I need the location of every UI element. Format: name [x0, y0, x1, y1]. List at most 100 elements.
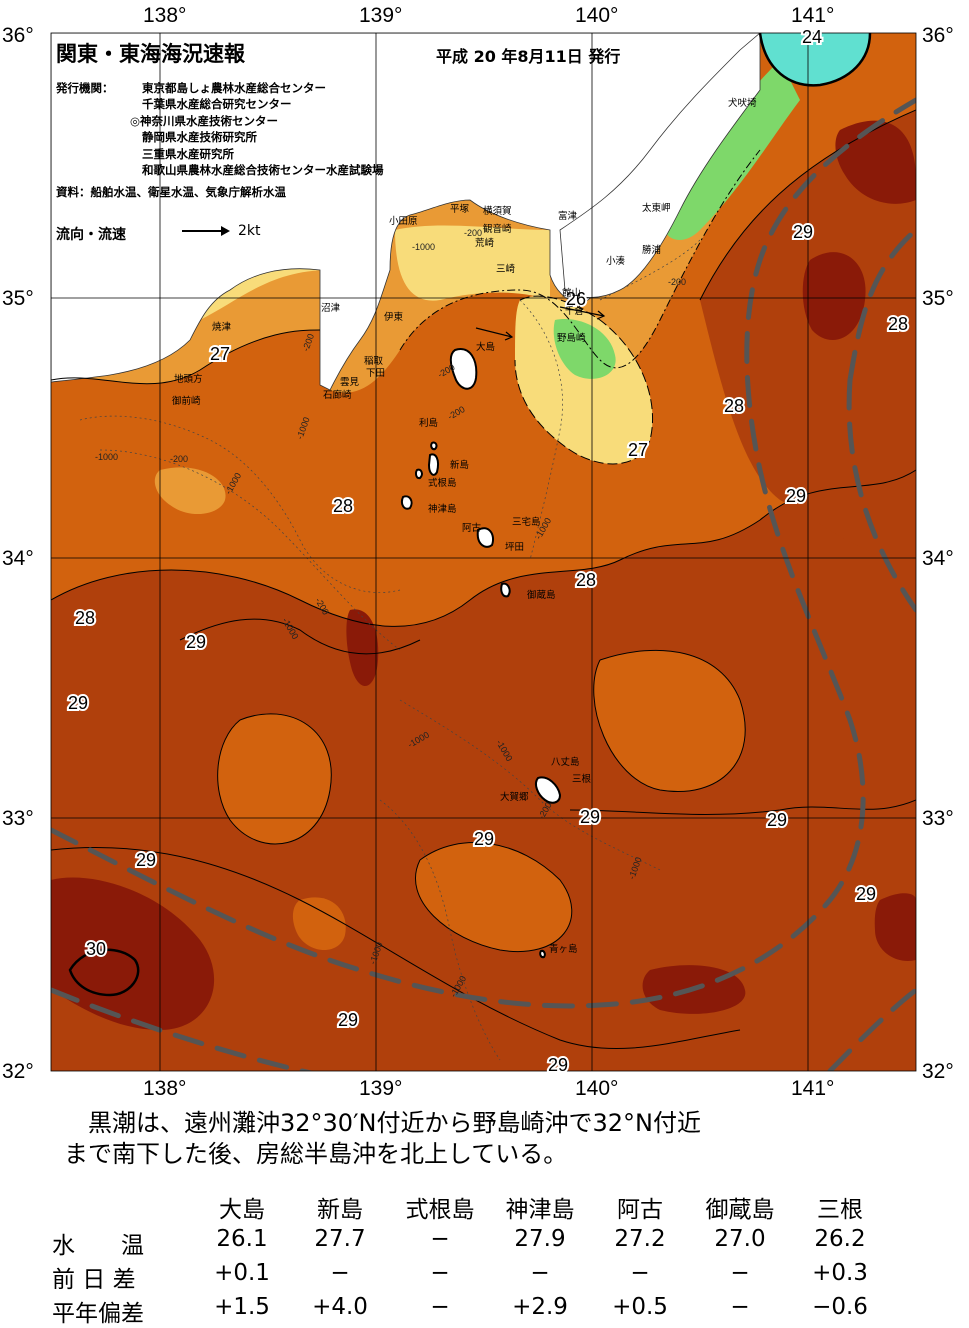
lon-label: 140°	[575, 1077, 618, 1100]
issuer-item: 千葉県水産総合研究センター	[142, 97, 292, 112]
place-kominato: 小湊	[606, 255, 626, 267]
place-shimoda: 下田	[366, 368, 385, 379]
depth-contours	[79, 239, 701, 1061]
temp-zone-28-patch	[593, 650, 746, 792]
table-cell: −	[530, 1260, 550, 1286]
isotherm-label: 28	[75, 608, 95, 628]
table-cell: +0.1	[214, 1260, 270, 1286]
table-cell: 27.0	[714, 1226, 766, 1252]
summary-line: まで南下した後、房総半島沖を北上している。	[64, 1140, 568, 1168]
table-cell: 26.1	[216, 1226, 268, 1252]
temp-zone-27	[154, 467, 226, 515]
place-katsuura: 勝浦	[642, 244, 662, 256]
place-futtsu: 富津	[558, 210, 578, 222]
table-cell: +0.3	[812, 1260, 868, 1286]
isotherm-label: 27	[210, 344, 230, 364]
kuroshio-axis	[51, 97, 916, 1071]
temp-zone-28-patch	[292, 897, 346, 950]
table-cell: +4.0	[312, 1294, 368, 1320]
place-miyakejima: 三宅島	[512, 516, 541, 528]
issuer-item: ◎神奈川県水産技術センター	[130, 113, 279, 128]
table-cell: −0.6	[812, 1294, 868, 1320]
table-cell: 27.2	[614, 1226, 666, 1252]
lat-label: 34°	[922, 547, 954, 570]
lat-label: 36°	[922, 24, 954, 47]
island-hachijojima	[535, 776, 562, 804]
temp-zone-30	[346, 609, 379, 687]
place-hachijojima: 八丈島	[551, 756, 580, 768]
table-cell: 27.7	[314, 1226, 366, 1252]
table-cell: +2.9	[512, 1294, 568, 1320]
lon-label: 141°	[791, 1077, 834, 1100]
island-niijima	[427, 453, 440, 476]
place-ito: 伊東	[384, 311, 404, 323]
flow-arrows	[475, 306, 606, 341]
place-niijima: 新島	[450, 459, 469, 471]
place-inatori: 稲取	[364, 355, 384, 367]
issuer-item: 静岡県水産技術研究所	[142, 130, 257, 145]
temp-zone-30	[835, 120, 916, 204]
place-tateyama: 館山	[562, 287, 581, 299]
table-cell: −	[430, 1294, 450, 1320]
table-cell: −	[430, 1260, 450, 1286]
lat-label: 32°	[2, 1060, 34, 1083]
island-miyakejima	[476, 527, 494, 548]
place-irozaki: 石廊崎	[323, 389, 352, 401]
lon-label: 139°	[359, 4, 402, 27]
place-kumomi: 雲見	[340, 377, 360, 388]
row-label-day-diff: 前 日 差	[52, 1267, 136, 1293]
isotherm-label: 29	[68, 693, 88, 713]
lon-label: 139°	[359, 1077, 402, 1100]
isotherm-label: 29	[856, 884, 876, 904]
isotherm-label: 30	[86, 939, 106, 959]
issuer-item: 東京都島しょ農林水産総合センター	[142, 81, 326, 95]
depth-label: -200	[668, 277, 686, 287]
row-label-anomaly: 平年偏差	[52, 1301, 144, 1327]
lon-label: 138°	[143, 4, 186, 27]
isotherm-label: 28	[888, 314, 908, 334]
summary-line: 黒潮は、遠州灘沖32°30′N付近から野島崎沖で32°N付近	[64, 1109, 701, 1137]
station-header: 阿古	[617, 1197, 663, 1223]
kuroshio-summary: 黒潮は、遠州灘沖32°30′N付近から野島崎沖で32°N付近 まで南下した後、房…	[64, 1108, 701, 1170]
issuer-item: 三重県水産研究所	[142, 146, 234, 161]
isotherm-label: 29	[767, 810, 787, 830]
island-mikurajima	[500, 582, 511, 598]
lat-label: 33°	[922, 807, 954, 830]
temp-zone-30	[874, 893, 916, 961]
isotherm-label: 28	[576, 570, 596, 590]
place-aogashima: 青ヶ島	[549, 943, 578, 955]
place-oshima: 大島	[476, 341, 495, 353]
place-ako: 阿古	[462, 522, 482, 534]
isotherm-lines	[51, 109, 916, 1050]
issuer-list: 東京都島しょ農林水産総合センター 千葉県水産総合研究センター ◎神奈川県水産技術…	[130, 80, 384, 178]
isotherm-label: 26	[566, 289, 586, 309]
table-cell: −	[630, 1260, 650, 1286]
place-names: 犬吠埼 太東岬 勝浦 小湊 館山 千倉 野島崎 富津 観音崎 横須賀 荒崎 三崎…	[172, 97, 757, 955]
isotherm-label: 29	[136, 850, 156, 870]
lat-label: 33°	[2, 807, 34, 830]
temp-zone-25	[553, 319, 616, 379]
longitude-labels-bottom: 138° 139° 140° 141°	[143, 1077, 834, 1100]
station-header: 式根島	[405, 1197, 475, 1223]
isotherm-labels: 24 26 27 27 28 28 28 28 28 29 29 29 29 2…	[66, 25, 910, 1077]
isotherm-label: 28	[333, 496, 353, 516]
data-sources: 資料：船舶水温、衛星水温、気象庁解析水温	[56, 185, 286, 199]
isotherm-label: 29	[786, 486, 806, 506]
temp-zone-30	[802, 252, 866, 340]
lat-label: 35°	[922, 287, 954, 310]
land-boso	[559, 33, 761, 298]
place-yaizu: 焼津	[212, 321, 232, 333]
table-cell: −	[730, 1294, 750, 1320]
sea-temperature-map: 138° 139° 140° 141° 138° 139° 140° 141° …	[2, 4, 954, 1100]
table-cell: −	[430, 1226, 450, 1252]
place-mitsune: 三根	[572, 773, 592, 785]
table-cell: +0.5	[612, 1294, 668, 1320]
island-oshima	[449, 348, 478, 390]
place-arasaki: 荒崎	[475, 237, 495, 249]
temp-zone-28-patch	[217, 713, 332, 844]
isotherm-label: 29	[580, 807, 600, 827]
station-header: 神津島	[505, 1197, 575, 1223]
lon-label: 140°	[575, 4, 618, 27]
table-cell: +1.5	[214, 1294, 270, 1320]
graticule	[50, 32, 917, 1072]
